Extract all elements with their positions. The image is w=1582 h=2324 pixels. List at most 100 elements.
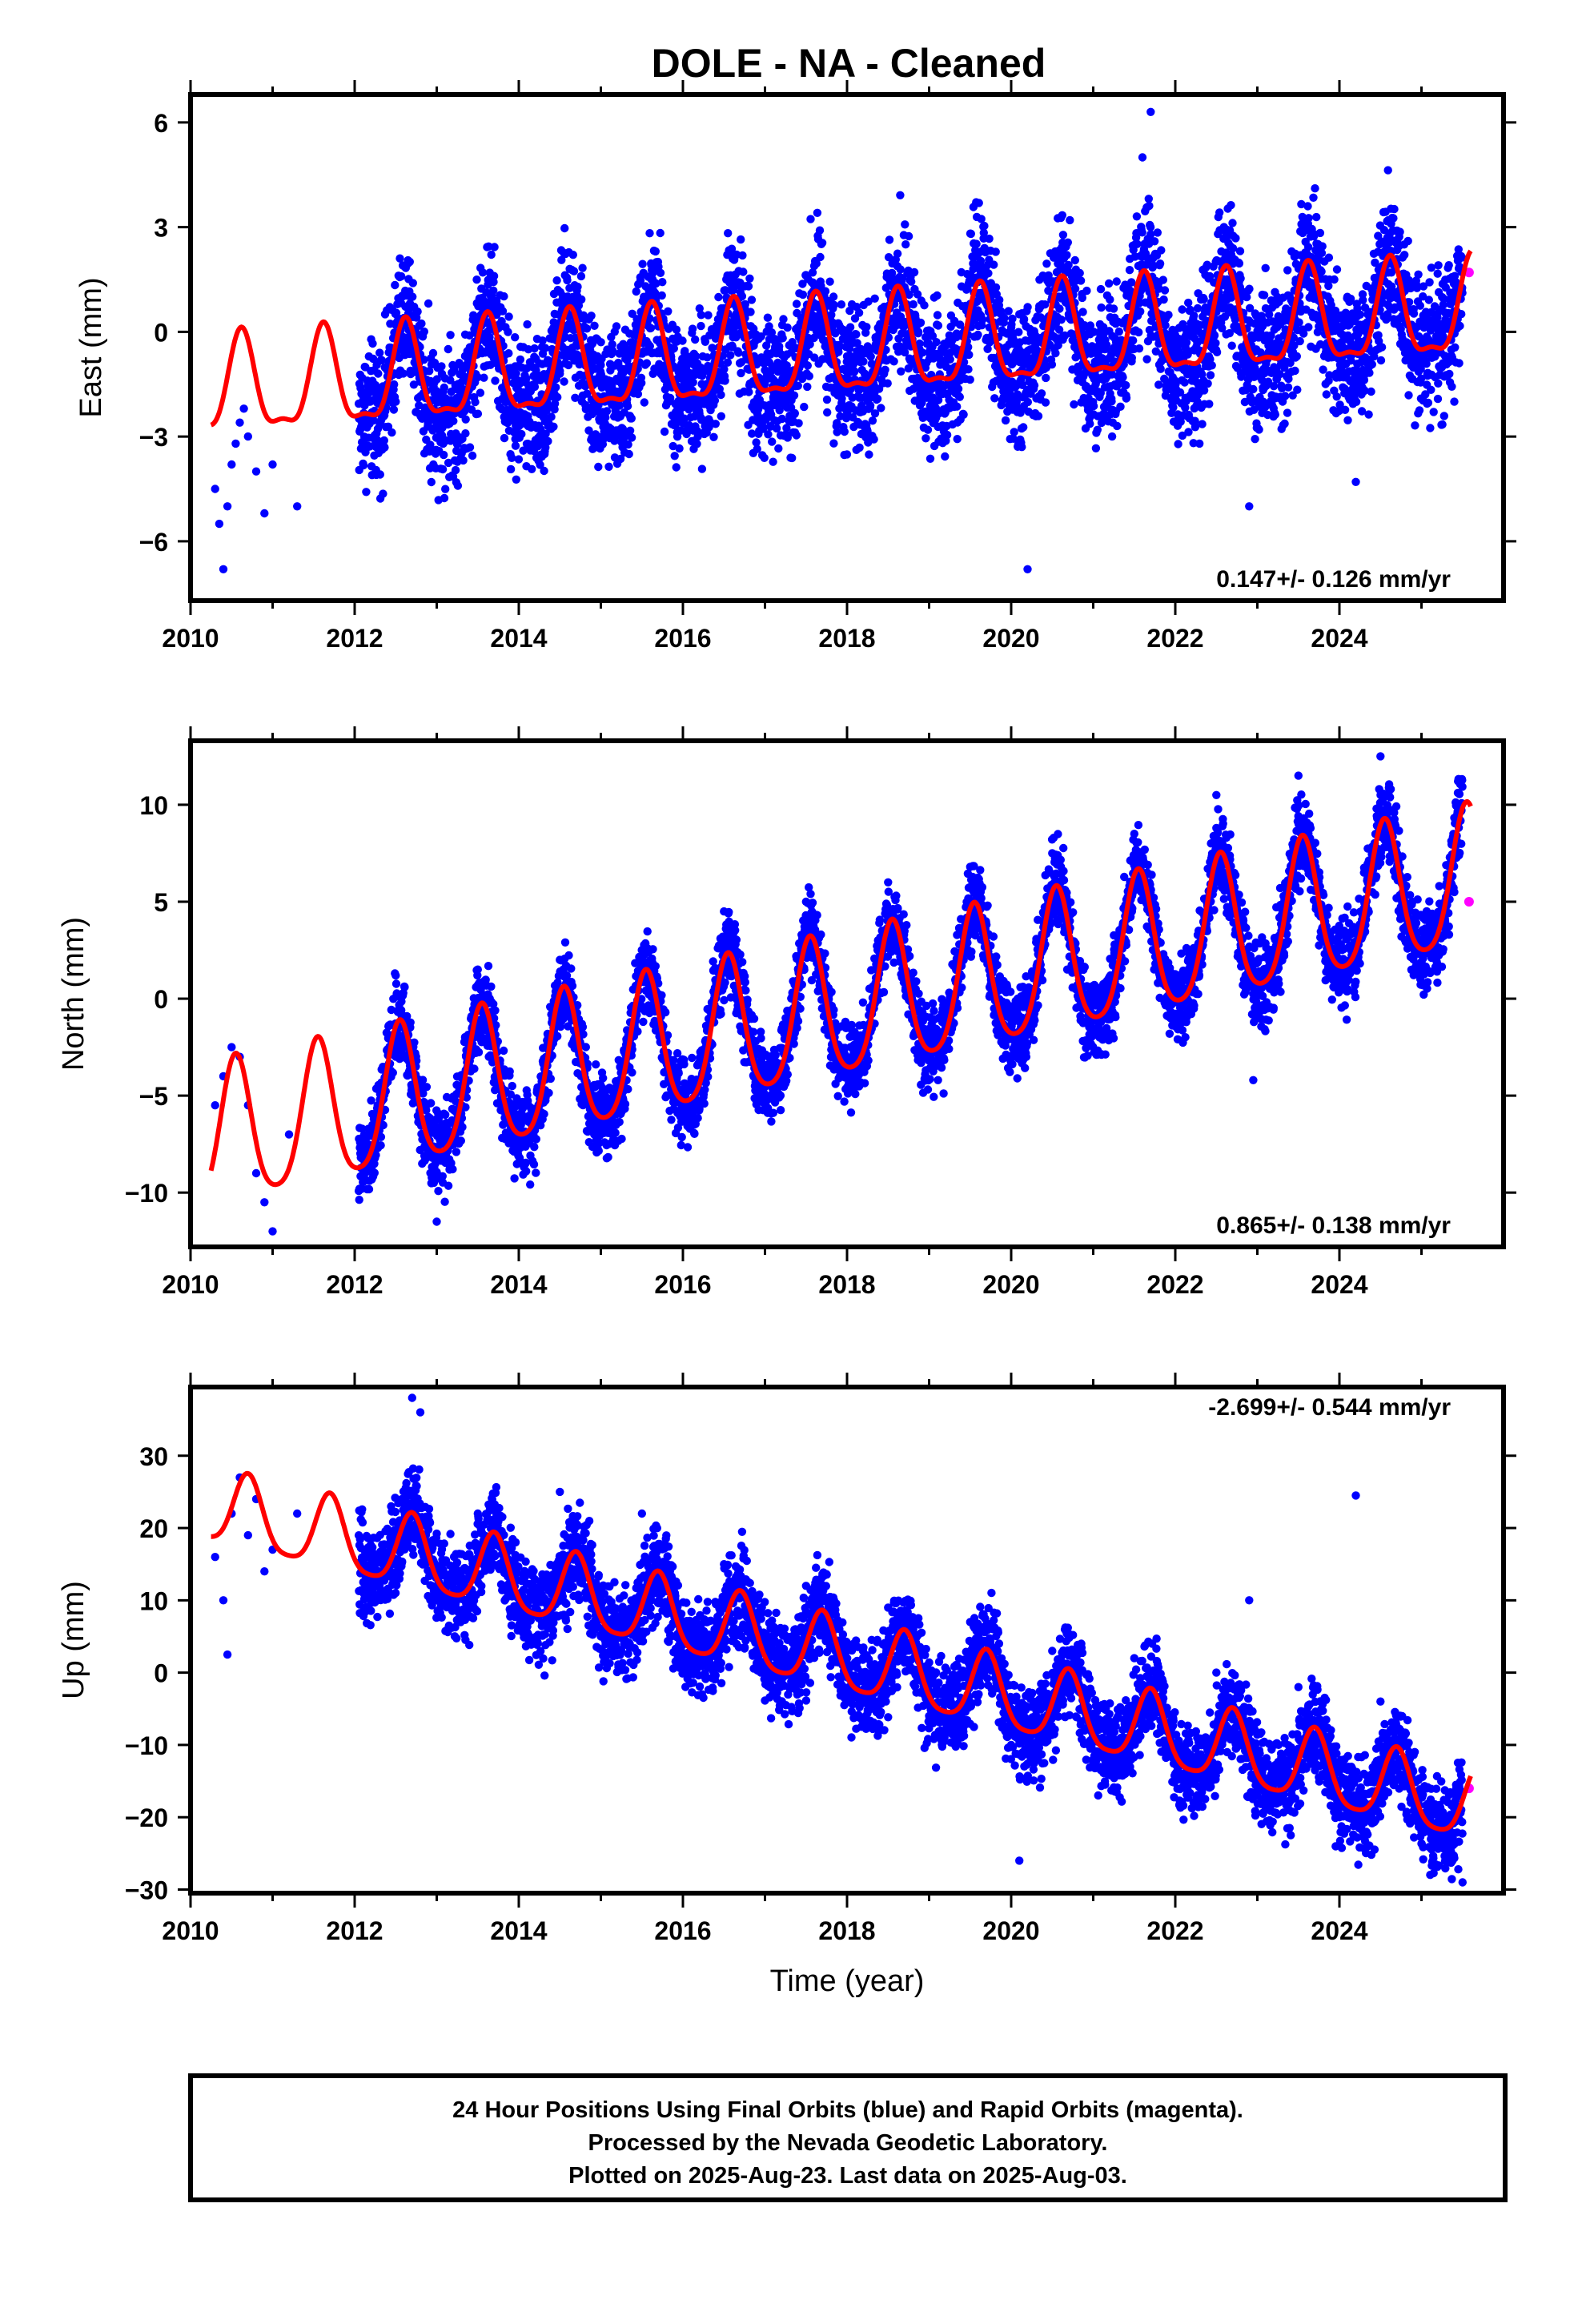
east-final-orbit-point [693,440,701,448]
east-final-orbit-point [837,300,846,309]
east-final-orbit-point [560,223,569,233]
east-final-orbit-point [1283,383,1293,392]
east-x-tick-label: 2010 [162,624,219,653]
east-final-orbit-point [1112,277,1121,286]
east-final-orbit-point [268,460,277,469]
east-final-orbit-point [726,351,735,360]
east-final-orbit-point [627,433,636,442]
east-final-orbit-point [552,276,561,285]
east-final-orbit-point [645,342,654,351]
east-final-orbit-point [1255,425,1263,434]
east-final-orbit-point [877,404,885,412]
east-final-orbit-point [500,433,509,443]
east-final-orbit-point [972,239,981,248]
east-final-orbit-point [783,323,792,332]
east-final-orbit-point [514,455,524,464]
east-final-orbit-point [215,519,224,529]
east-final-orbit-point [1245,284,1254,293]
east-final-orbit-point [1019,315,1029,324]
east-final-orbit-point [1113,421,1122,431]
east-final-orbit-point [379,489,387,498]
east-final-orbit-point [623,401,632,411]
east-final-orbit-point [1236,274,1245,283]
east-final-orbit-point [672,463,681,472]
east-final-orbit-point [761,366,769,375]
east-final-orbit-point [604,462,613,471]
east-final-orbit-point [293,502,302,511]
east-final-orbit-point [624,449,633,459]
east-final-orbit-point [934,321,943,330]
east-final-orbit-point [1129,336,1138,345]
east-final-orbit-point [1210,331,1219,340]
east-final-orbit-point [1190,312,1199,320]
east-final-orbit-point [219,565,228,573]
east-final-orbit-point [1063,238,1073,247]
east-final-orbit-point [1001,416,1010,425]
east-final-orbit-point [251,467,261,476]
east-final-orbit-point [954,384,963,393]
east-final-orbit-point [504,312,513,321]
east-final-orbit-point [1332,392,1341,401]
east-final-orbit-point [926,454,935,463]
east-final-orbit-point [514,376,524,385]
east-final-orbit-point [1359,296,1367,304]
east-final-orbit-point [441,485,450,493]
east-final-orbit-point [711,420,720,428]
east-final-orbit-point [461,429,470,438]
east-final-orbit-point [779,315,788,324]
east-final-orbit-point [1145,201,1154,211]
east-final-orbit-point [391,280,400,290]
east-final-orbit-point [1180,378,1189,387]
east-final-orbit-point [511,333,520,342]
east-final-orbit-point [1318,242,1327,251]
east-final-orbit-point [500,292,508,301]
east-final-orbit-point [1295,336,1304,346]
east-final-orbit-point [723,358,733,367]
east-final-orbit-point [901,220,909,229]
east-final-orbit-point [1315,228,1325,238]
east-final-orbit-point [901,240,910,249]
east-final-orbit-point [420,356,428,364]
panel-east: 2010 2012 2014 2016 2018 2020 2022 2024−6−3036 … [74,80,1516,653]
east-final-orbit-point [432,375,441,384]
east-final-orbit-point [907,277,916,286]
east-final-orbit-point [632,287,640,296]
east-final-orbit-point [656,228,665,238]
east-final-orbit-point [1330,275,1339,284]
east-final-orbit-point [1051,348,1060,358]
east-final-orbit-point [1367,387,1375,396]
east-final-orbit-point [375,470,384,479]
east-final-orbit-point [399,369,408,378]
east-final-orbit-point [1383,166,1392,175]
east-final-orbit-point [714,292,723,302]
east-final-orbit-point [468,451,477,460]
east-final-orbit-point [627,414,636,423]
east-final-orbit-point [440,493,449,503]
east-final-orbit-point [1086,420,1094,428]
east-final-orbit-point [964,365,973,374]
east-final-orbit-point [405,257,414,267]
east-final-orbit-point [1093,425,1102,434]
east-final-orbit-point [933,291,942,300]
east-final-orbit-point [642,359,652,368]
east-final-orbit-point [953,402,962,411]
east-final-orbit-point [1146,107,1155,116]
east-final-orbit-point [829,300,838,309]
east-final-orbit-point [1097,303,1106,312]
east-final-orbit-point [1070,284,1080,293]
east-final-orbit-point [1207,361,1216,370]
east-final-orbit-point [763,313,773,322]
east-final-orbit-point [1364,410,1373,419]
east-final-orbit-point [424,299,433,308]
east-final-orbit-point [990,260,998,269]
east-final-orbit-point [563,275,572,285]
east-final-orbit-point [594,462,603,472]
east-final-orbit-point [1227,201,1235,210]
east-final-orbit-point [896,191,905,199]
east-final-orbit-point [362,488,371,497]
east-final-orbit-point [1311,184,1319,193]
east-final-orbit-point [415,401,424,410]
east-final-orbit-point [573,282,582,292]
east-final-orbit-point [966,229,976,239]
east-final-orbit-point [769,457,777,466]
